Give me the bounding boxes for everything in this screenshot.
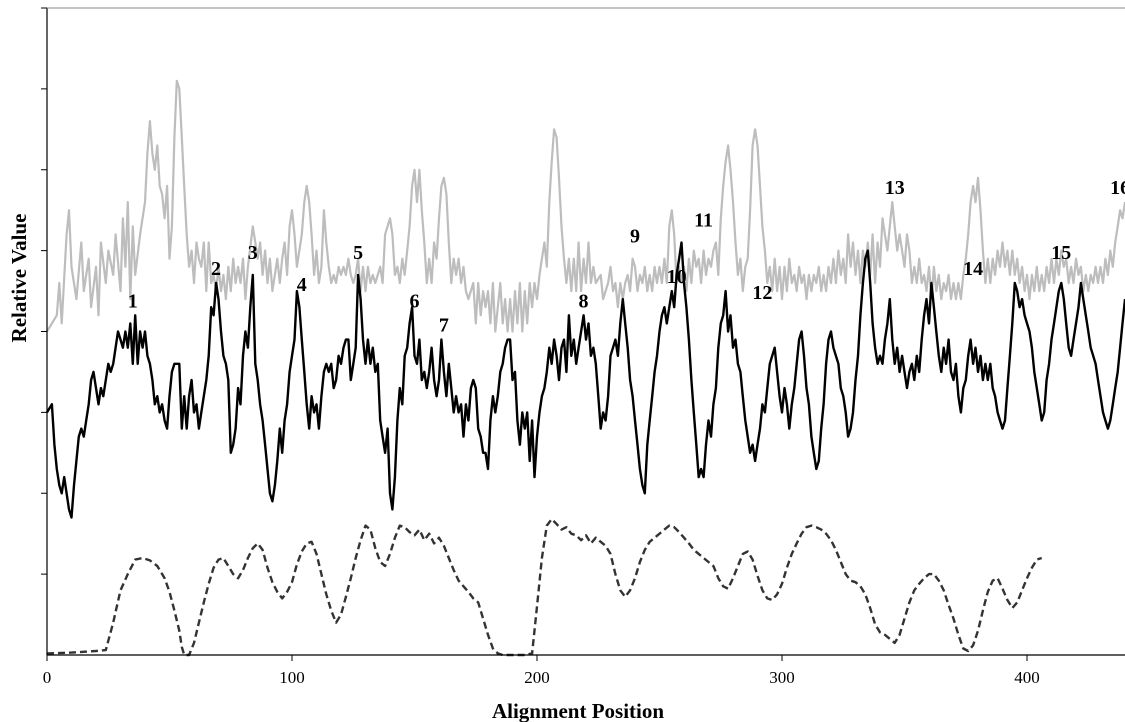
series-line-dark bbox=[45, 241, 1125, 519]
peak-label-11: 11 bbox=[694, 209, 713, 231]
peak-label-14: 14 bbox=[963, 258, 983, 280]
peak-label-6: 6 bbox=[410, 290, 420, 312]
x-tick-label: 400 bbox=[1014, 668, 1040, 687]
peak-label-10: 10 bbox=[667, 266, 687, 288]
peak-label-4: 4 bbox=[297, 274, 307, 296]
peak-label-1: 1 bbox=[128, 290, 138, 312]
y-axis-title: Relative Value bbox=[7, 214, 31, 343]
series-layer bbox=[45, 79, 1125, 657]
peak-label-12: 12 bbox=[752, 282, 772, 304]
peak-label-2: 2 bbox=[211, 258, 221, 280]
x-tick-label: 200 bbox=[524, 668, 550, 687]
peak-label-9: 9 bbox=[630, 226, 640, 248]
x-tick-label: 300 bbox=[769, 668, 795, 687]
x-tick-label: 0 bbox=[43, 668, 52, 687]
peak-label-5: 5 bbox=[353, 242, 363, 264]
x-axis-title: Alignment Position bbox=[492, 699, 664, 722]
series-line-light bbox=[46, 79, 1125, 333]
peak-label-16: 16 bbox=[1110, 177, 1125, 199]
peak-label-7: 7 bbox=[439, 315, 449, 337]
peak-label-15: 15 bbox=[1051, 242, 1071, 264]
peak-label-3: 3 bbox=[248, 242, 258, 264]
x-tick-label: 100 bbox=[279, 668, 305, 687]
peak-labels-layer: 12345678910111213141516 bbox=[128, 177, 1125, 336]
axes-layer: 0 100 200 300 400 bbox=[41, 7, 1125, 687]
peak-label-8: 8 bbox=[579, 290, 589, 312]
series-line-dashed bbox=[46, 517, 1043, 657]
peak-label-13: 13 bbox=[885, 177, 905, 199]
